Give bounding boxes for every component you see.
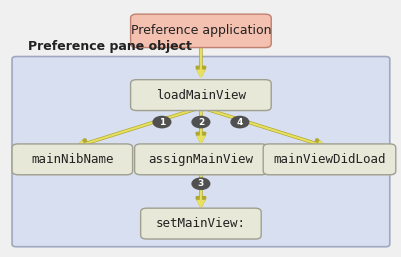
Text: 2: 2 (197, 117, 204, 127)
FancyBboxPatch shape (12, 144, 132, 175)
FancyBboxPatch shape (12, 57, 389, 247)
FancyBboxPatch shape (130, 80, 271, 111)
FancyBboxPatch shape (263, 144, 395, 175)
Circle shape (192, 178, 209, 189)
Text: Preference application: Preference application (130, 24, 271, 37)
Text: loadMainView: loadMainView (156, 89, 245, 102)
Text: mainViewDidLoad: mainViewDidLoad (273, 153, 385, 166)
Text: mainNibName: mainNibName (31, 153, 113, 166)
Text: 1: 1 (158, 117, 165, 127)
Text: 3: 3 (197, 179, 204, 188)
FancyBboxPatch shape (134, 17, 271, 48)
Circle shape (231, 116, 248, 128)
FancyBboxPatch shape (134, 83, 271, 111)
FancyBboxPatch shape (134, 144, 267, 175)
FancyBboxPatch shape (267, 147, 395, 176)
FancyBboxPatch shape (144, 212, 261, 240)
FancyBboxPatch shape (140, 208, 261, 239)
Circle shape (153, 116, 170, 128)
Text: setMainView:: setMainView: (156, 217, 245, 230)
FancyBboxPatch shape (130, 14, 271, 48)
Text: Preference pane object: Preference pane object (28, 40, 192, 53)
Circle shape (192, 116, 209, 128)
FancyBboxPatch shape (16, 147, 132, 176)
Text: 4: 4 (236, 117, 243, 127)
Text: assignMainView: assignMainView (148, 153, 253, 166)
FancyBboxPatch shape (138, 147, 267, 176)
